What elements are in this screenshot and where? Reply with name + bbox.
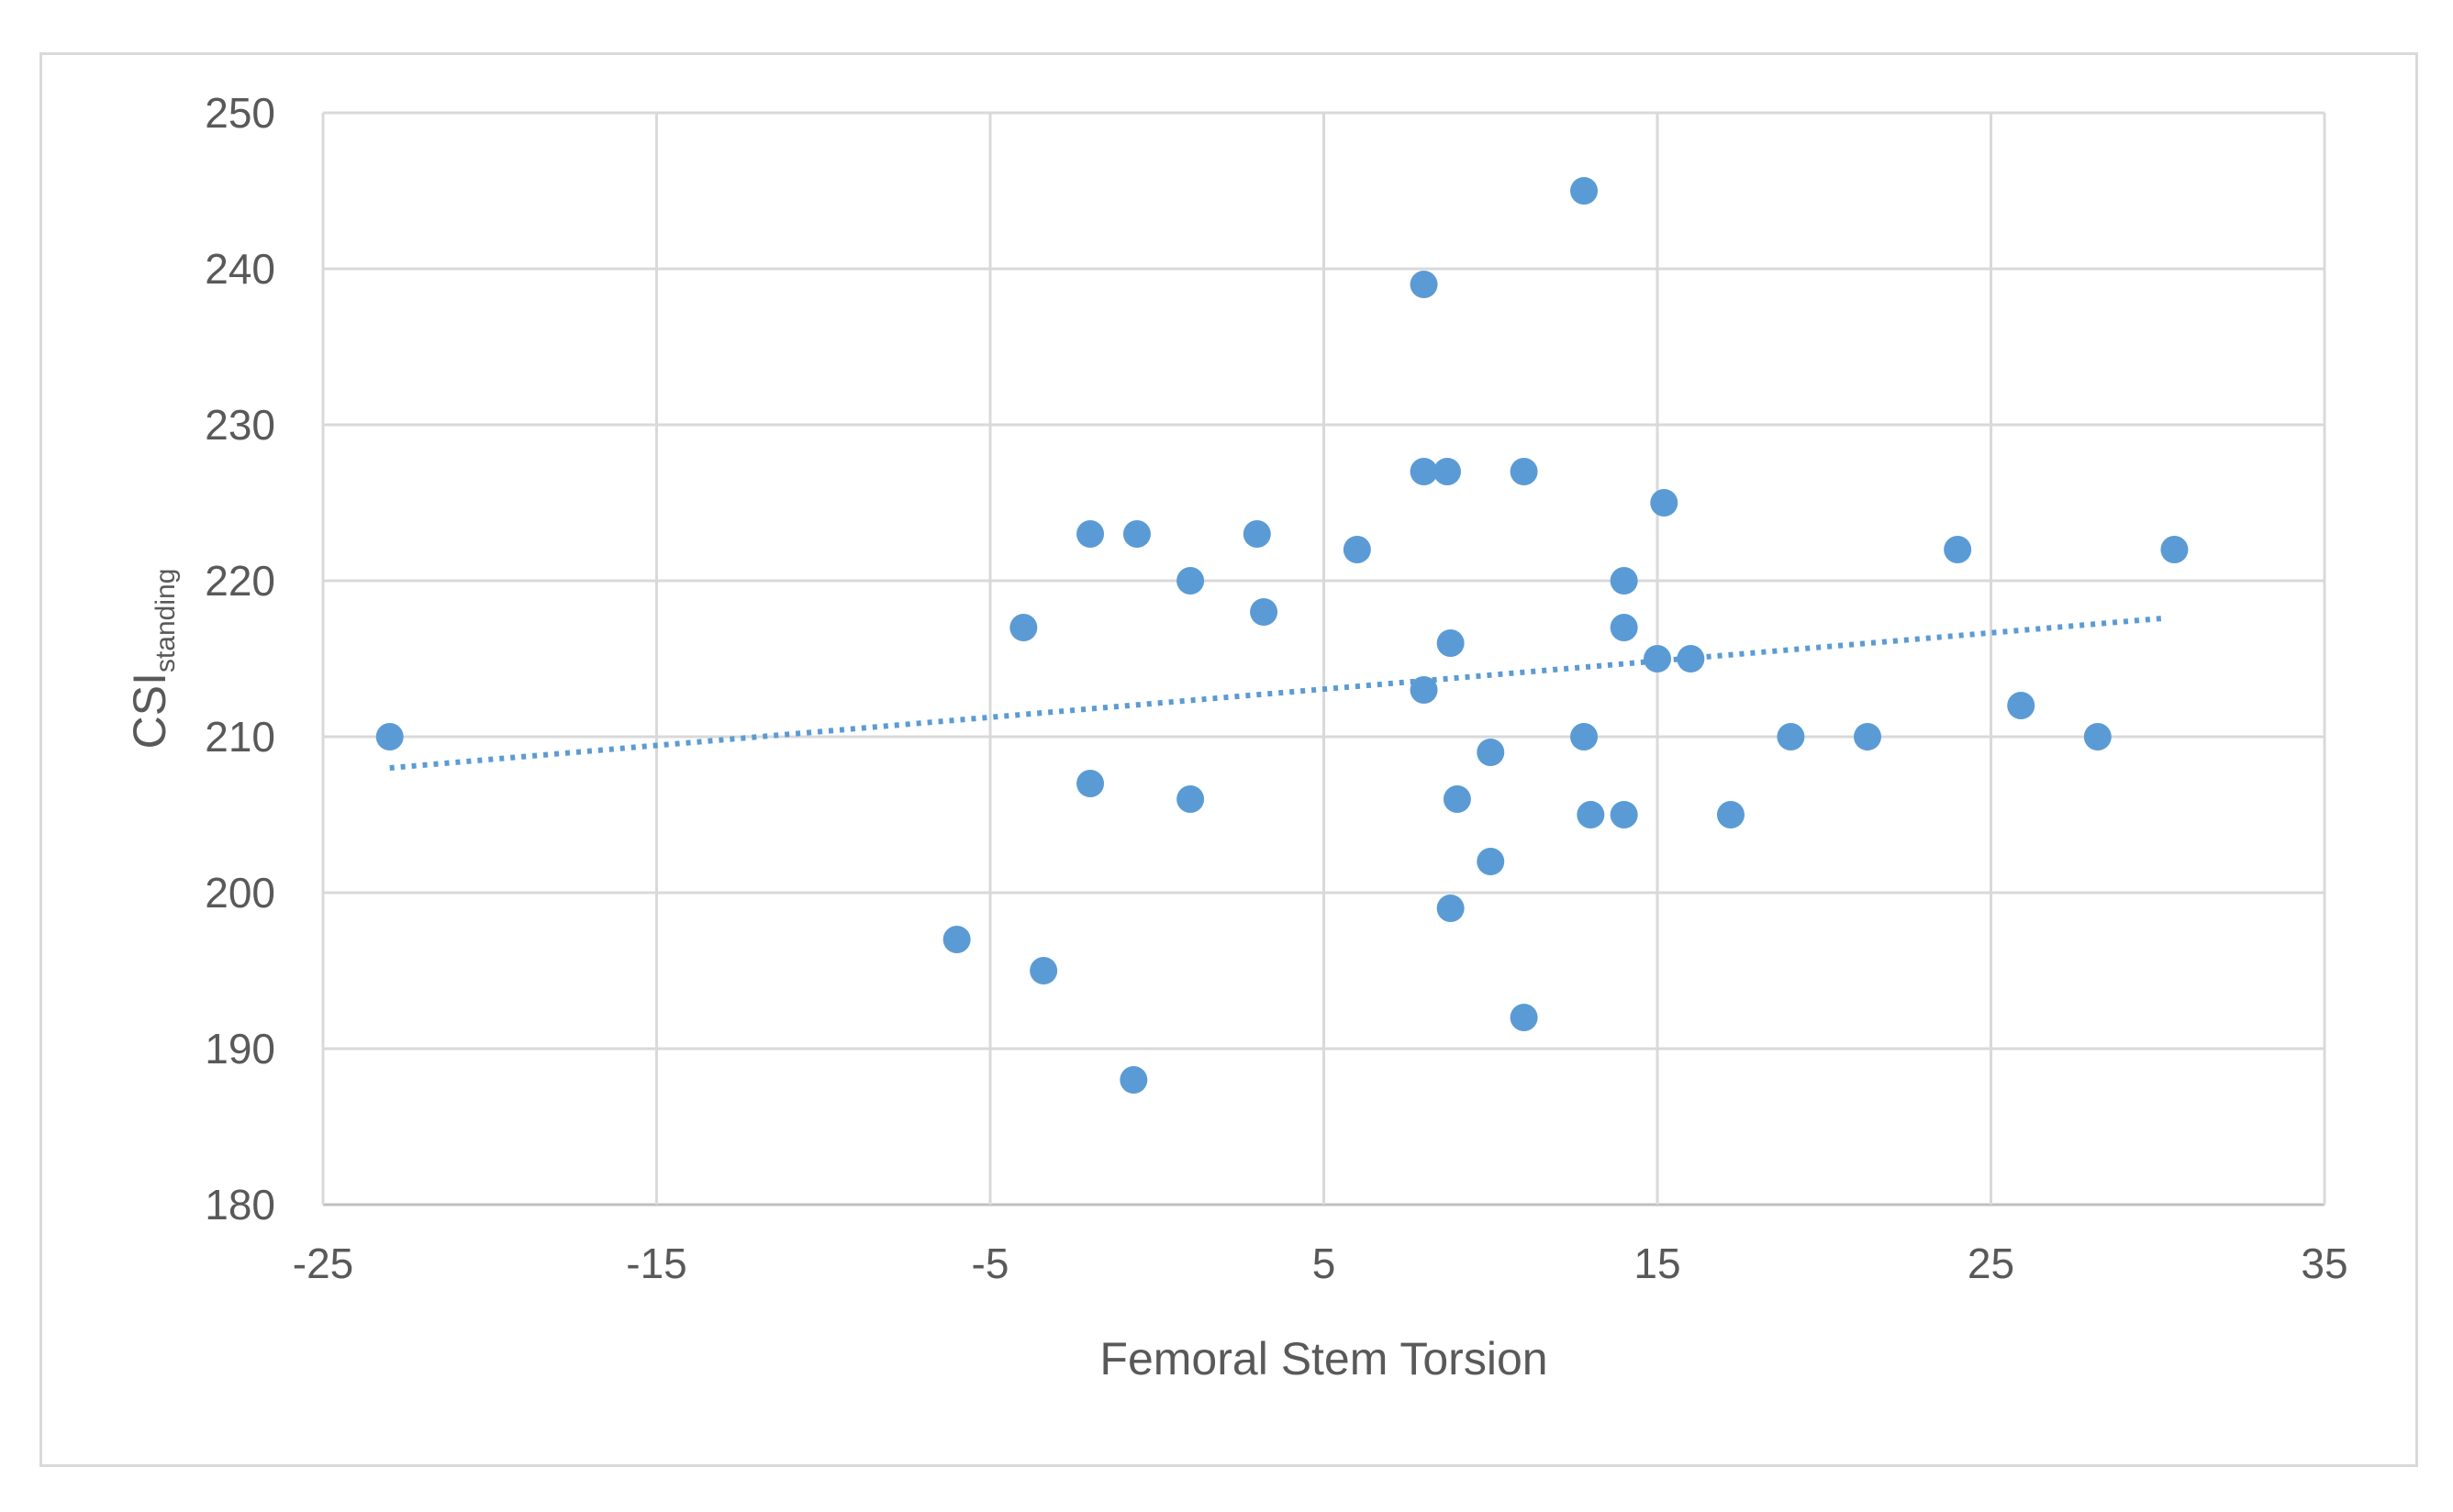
x-tick-label: 15 (1633, 1240, 1680, 1287)
data-point (1030, 957, 1058, 984)
data-point (1570, 177, 1599, 205)
data-point (1477, 848, 1505, 875)
data-point (1410, 676, 1438, 704)
data-point (1176, 567, 1205, 595)
data-point (1410, 271, 1438, 298)
data-point (1610, 567, 1638, 595)
data-point (1716, 801, 1745, 828)
x-tick-label: 5 (1312, 1240, 1336, 1287)
data-point (1176, 785, 1205, 813)
data-point (2083, 723, 2112, 750)
axis-ticks: 180 190 200 210 220 230 240 250 -25 -15 -5 5 15 25 35 (205, 89, 2347, 1287)
data-point (375, 723, 404, 750)
data-point (1410, 458, 1438, 485)
data-point (942, 926, 971, 953)
data-point (1610, 614, 1638, 641)
data-point (1570, 723, 1599, 750)
data-point (1644, 645, 1671, 673)
y-tick-label: 250 (205, 89, 275, 137)
data-point (1510, 458, 1538, 485)
data-point (1777, 723, 1805, 750)
x-tick-label: 25 (1968, 1240, 2014, 1287)
data-point (1343, 536, 1371, 563)
x-tick-label: 35 (2301, 1240, 2347, 1287)
data-point (1477, 739, 1505, 766)
data-point (1443, 785, 1471, 813)
data-point (1250, 598, 1278, 626)
data-point (1120, 1066, 1148, 1094)
data-point (1122, 520, 1151, 548)
y-tick-label: 210 (205, 713, 275, 761)
data-point (1854, 723, 1882, 750)
data-point (1944, 536, 1972, 563)
x-tick-label: -15 (626, 1240, 686, 1287)
data-point (1436, 895, 1465, 922)
data-point (1436, 629, 1465, 657)
gridlines (321, 111, 2326, 1206)
y-tick-label: 240 (205, 245, 275, 293)
data-point (1510, 1004, 1538, 1031)
data-point (1433, 458, 1461, 485)
y-axis-title-main: CSI (124, 673, 175, 749)
x-tick-label: -5 (972, 1240, 1009, 1287)
x-tick-label: -25 (293, 1240, 353, 1287)
data-point (1243, 520, 1271, 548)
data-point (1650, 489, 1678, 517)
data-point (2160, 536, 2189, 563)
data-point (1677, 645, 1705, 673)
y-axis-title: CSIstanding (124, 569, 181, 750)
data-point (1009, 614, 1038, 641)
x-axis-title: Femoral Stem Torsion (1099, 1333, 1547, 1384)
data-point (1610, 801, 1638, 828)
y-axis-title-subscript: standing (151, 569, 181, 673)
y-tick-label: 200 (205, 869, 275, 917)
y-tick-label: 220 (205, 557, 275, 605)
data-points (375, 177, 2189, 1094)
data-point (1076, 770, 1105, 797)
y-tick-label: 190 (205, 1025, 275, 1073)
data-point (1577, 801, 1605, 828)
data-point (1076, 520, 1105, 548)
y-tick-label: 230 (205, 401, 275, 449)
chart-frame (39, 52, 2418, 1467)
data-point (2007, 692, 2035, 719)
y-tick-label: 180 (205, 1181, 275, 1228)
